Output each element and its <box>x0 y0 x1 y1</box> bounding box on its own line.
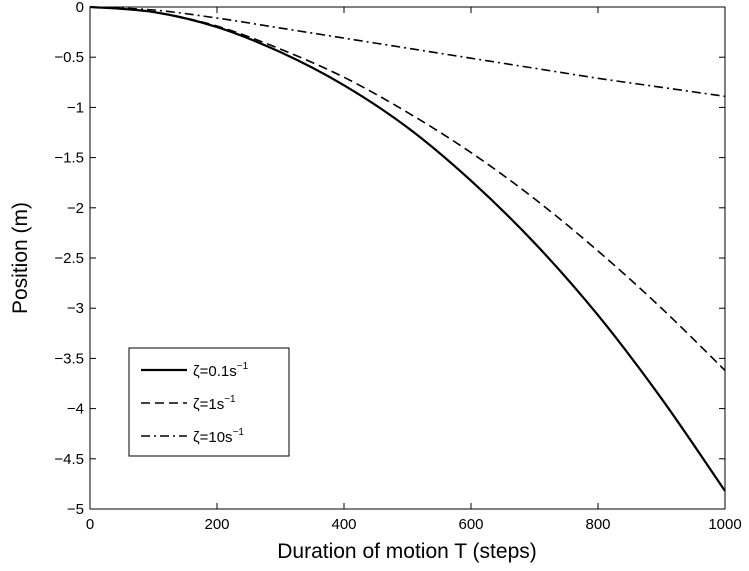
x-tick-label: 400 <box>331 516 356 533</box>
legend: ζ=0.1s−1 ζ=1s−1 ζ=10s−1 <box>128 347 290 457</box>
legend-label-1: ζ=0.1s−1 <box>193 361 249 380</box>
x-tick-label: 800 <box>585 516 610 533</box>
y-tick-label: −1.5 <box>54 150 84 167</box>
y-tick-label: −5 <box>67 501 84 518</box>
legend-box <box>128 347 290 457</box>
series-line-3 <box>89 6 726 98</box>
series-line-2 <box>89 6 726 372</box>
ticks-layer: 0 200 400 600 800 1000 0 −0.5 −1 −1.5 −2 −2.5 −3 −3.5… <box>54 0 741 533</box>
y-tick-label: −4 <box>67 401 84 418</box>
legend-label-3: ζ=10s−1 <box>193 427 244 446</box>
series-line-1 <box>89 5 726 492</box>
x-tick-label: 200 <box>204 516 229 533</box>
y-tick-label: −3.5 <box>54 350 84 367</box>
y-tick-label: −1 <box>67 99 84 116</box>
x-tick-label: 0 <box>86 516 94 533</box>
y-tick-label: 0 <box>76 0 84 16</box>
y-tick-label: −2.5 <box>54 250 84 267</box>
y-tick-label: −2 <box>67 200 84 217</box>
y-tick-label: −4.5 <box>54 451 84 468</box>
legend-label-2: ζ=1s−1 <box>193 394 236 413</box>
y-tick-label: −0.5 <box>54 49 84 66</box>
y-tick-label: −3 <box>67 300 84 317</box>
y-axis-title: Position (m) <box>9 202 32 314</box>
x-axis-title: Duration of motion T (steps) <box>277 540 537 563</box>
x-tick-label: 600 <box>458 516 483 533</box>
series-layer <box>89 5 726 492</box>
x-tick-label: 1000 <box>708 516 741 533</box>
